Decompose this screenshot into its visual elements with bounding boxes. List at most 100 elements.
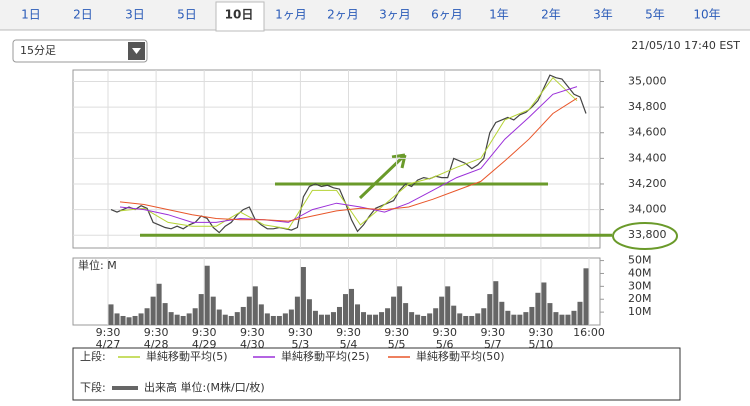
tab-selected[interactable] [215, 1, 265, 32]
volume-bar [234, 312, 240, 325]
x-tick-date: 5/4 [340, 338, 358, 351]
volume-bar [198, 294, 204, 325]
tab[interactable]: 2日 [73, 8, 93, 22]
volume-bar [367, 314, 373, 325]
volume-bar [559, 314, 565, 325]
volume-bar [553, 312, 559, 325]
volume-bar [583, 268, 589, 325]
tab[interactable]: 10日 [225, 8, 254, 22]
y-tick-label: 40M [628, 266, 652, 279]
volume-bar [186, 313, 192, 325]
volume-bar [355, 304, 361, 325]
volume-bar [180, 315, 186, 325]
volume-bar [493, 281, 499, 325]
tab[interactable]: 2ヶ月 [327, 8, 359, 22]
volume-bar [511, 314, 517, 325]
volume-bar [499, 301, 505, 325]
volume-bar [222, 314, 228, 325]
volume-bar [150, 296, 156, 325]
volume-bar [415, 314, 421, 325]
x-tick-time: 9:30 [529, 326, 554, 339]
legend-entry: 単純移動平均(25) [281, 349, 370, 363]
volume-bar [132, 315, 138, 325]
volume-bar [330, 312, 336, 325]
y-tick-label: 34,200 [628, 177, 667, 190]
volume-bar [252, 286, 258, 325]
y-tick-label: 34,000 [628, 203, 667, 216]
tab[interactable]: 5年 [645, 8, 665, 22]
volume-bar [228, 315, 234, 325]
volume-bar [361, 312, 367, 325]
volume-bar [168, 312, 174, 325]
annotation-ellipse [612, 222, 678, 250]
volume-bar [547, 303, 553, 325]
tab[interactable]: 1日 [21, 8, 41, 22]
timestamp: 21/05/10 17:40 EST [631, 39, 740, 52]
volume-bar [523, 312, 529, 325]
ma-line [119, 76, 578, 230]
volume-bar [126, 317, 132, 325]
volume-bar [571, 310, 577, 325]
y-tick-label: 50M [628, 254, 652, 267]
x-tick-date: 5/3 [292, 338, 310, 351]
volume-bar [463, 315, 469, 325]
tab[interactable]: 10年 [693, 8, 720, 22]
volume-bar [312, 310, 318, 325]
volume-bar [541, 282, 547, 325]
volume-bar [427, 313, 433, 325]
tab[interactable]: 1ヶ月 [275, 8, 307, 22]
y-tick-label: 35,000 [628, 75, 667, 88]
volume-bar [282, 313, 288, 325]
volume-bar [216, 309, 222, 325]
interval-select[interactable] [12, 39, 148, 63]
x-tick-date: 5/10 [529, 338, 554, 351]
tab[interactable]: 3年 [593, 8, 613, 22]
volume-bar [144, 308, 150, 325]
y-tick-label: 34,600 [628, 126, 667, 139]
y-tick-label: 30M [628, 279, 652, 292]
tab[interactable]: 3日 [125, 8, 145, 22]
volume-bar [421, 315, 427, 325]
volume-bar [445, 286, 451, 325]
price-line [110, 74, 587, 234]
volume-bar [162, 303, 168, 325]
volume-bar [240, 306, 246, 325]
tab[interactable]: 6ヶ月 [431, 8, 463, 22]
x-tick-time: 9:30 [336, 326, 361, 339]
unit-label: 単位: M [78, 258, 117, 272]
tab[interactable]: 3ヶ月 [379, 8, 411, 22]
y-tick-label: 20M [628, 292, 652, 305]
x-tick-time: 9:30 [192, 326, 217, 339]
volume-bar [246, 296, 252, 325]
annotation-arrow [358, 153, 407, 200]
volume-bar [294, 296, 300, 325]
x-tick-date: 4/30 [240, 338, 265, 351]
volume-bar [270, 315, 276, 325]
y-tick-label: 34,800 [628, 100, 667, 113]
ma-line [119, 97, 578, 222]
volume-bar [397, 286, 403, 325]
tab-bar [0, 0, 750, 30]
volume-bar [300, 267, 306, 325]
x-tick-date: 5/7 [484, 338, 502, 351]
tab[interactable]: 5日 [177, 8, 197, 22]
x-tick-date: 4/29 [192, 338, 217, 351]
volume-bar [156, 283, 162, 325]
x-tick-date: 5/5 [388, 338, 406, 351]
select-arrow [132, 48, 141, 54]
volume-bar [475, 313, 481, 325]
volume-bar [535, 292, 541, 325]
tab[interactable]: 1年 [489, 8, 509, 22]
volume-bar [210, 296, 216, 325]
volume-bar [469, 315, 475, 325]
volume-bar [379, 312, 385, 325]
legend-entry: 単純移動平均(5) [146, 349, 228, 363]
volume-bar [114, 313, 120, 325]
volume-bar [324, 314, 330, 325]
x-tick-time: 9:30 [480, 326, 505, 339]
volume-bar [409, 312, 415, 325]
y-tick-label: 34,400 [628, 151, 667, 164]
tab[interactable]: 2年 [541, 8, 561, 22]
